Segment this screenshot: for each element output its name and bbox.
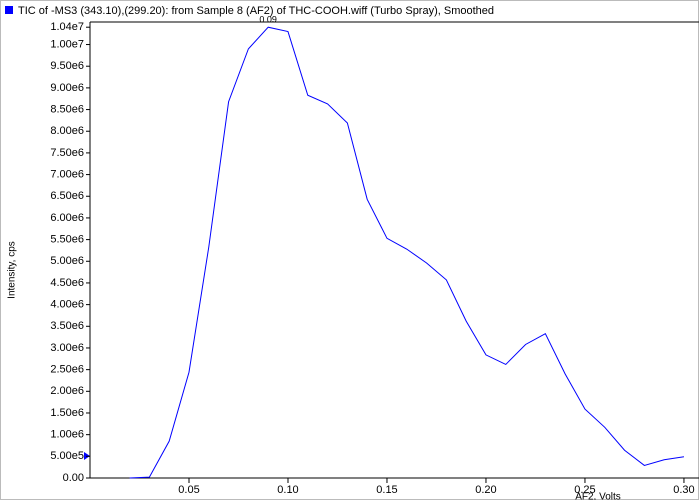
y-tick-label: 7.50e6 bbox=[50, 147, 84, 159]
y-tick-label: 2.50e6 bbox=[50, 364, 84, 376]
x-tick-label: 0.10 bbox=[277, 484, 298, 496]
peak-label: 0.09 bbox=[259, 15, 277, 25]
y-tick-label: 9.00e6 bbox=[50, 82, 84, 94]
y-tick-label: 3.00e6 bbox=[50, 342, 84, 354]
y-tick-label: 5.50e6 bbox=[50, 234, 84, 246]
data-line bbox=[129, 26, 685, 479]
y-tick-label: 0.00 bbox=[63, 472, 84, 484]
y-tick-label: 6.50e6 bbox=[50, 190, 84, 202]
y-tick-label: 1.50e6 bbox=[50, 407, 84, 419]
legend-swatch bbox=[5, 6, 13, 14]
y-tick-label: 9.50e6 bbox=[50, 60, 84, 72]
y-tick-label: 1.04e7 bbox=[50, 21, 84, 33]
x-axis-label: AF2, Volts bbox=[575, 492, 621, 500]
y-tick-label: 5.00e5 bbox=[50, 450, 84, 462]
y-tick-label: 8.50e6 bbox=[50, 103, 84, 115]
y-tick-label: 3.50e6 bbox=[50, 320, 84, 332]
y-tick-label: 8.00e6 bbox=[50, 125, 84, 137]
x-tick-label: 0.25 bbox=[574, 484, 595, 496]
y-tick-label: 7.00e6 bbox=[50, 168, 84, 180]
y-tick-label: 1.00e6 bbox=[50, 429, 84, 441]
chart-title: TIC of -MS3 (343.10),(299.20): from Samp… bbox=[18, 5, 494, 17]
y-tick-label: 5.00e6 bbox=[50, 255, 84, 267]
y-tick-label: 4.50e6 bbox=[50, 277, 84, 289]
x-tick-label: 0.05 bbox=[178, 484, 199, 496]
y-tick-label: 4.00e6 bbox=[50, 299, 84, 311]
y-tick-label: 6.00e6 bbox=[50, 212, 84, 224]
y-tick-label: 2.00e6 bbox=[50, 385, 84, 397]
x-tick-label: 0.30 bbox=[673, 484, 694, 496]
x-tick-label: 0.20 bbox=[475, 484, 496, 496]
y-tick-label: 1.00e7 bbox=[50, 38, 84, 50]
x-tick-label: 0.15 bbox=[376, 484, 397, 496]
y-axis-label: Intensity, cps bbox=[7, 241, 18, 299]
